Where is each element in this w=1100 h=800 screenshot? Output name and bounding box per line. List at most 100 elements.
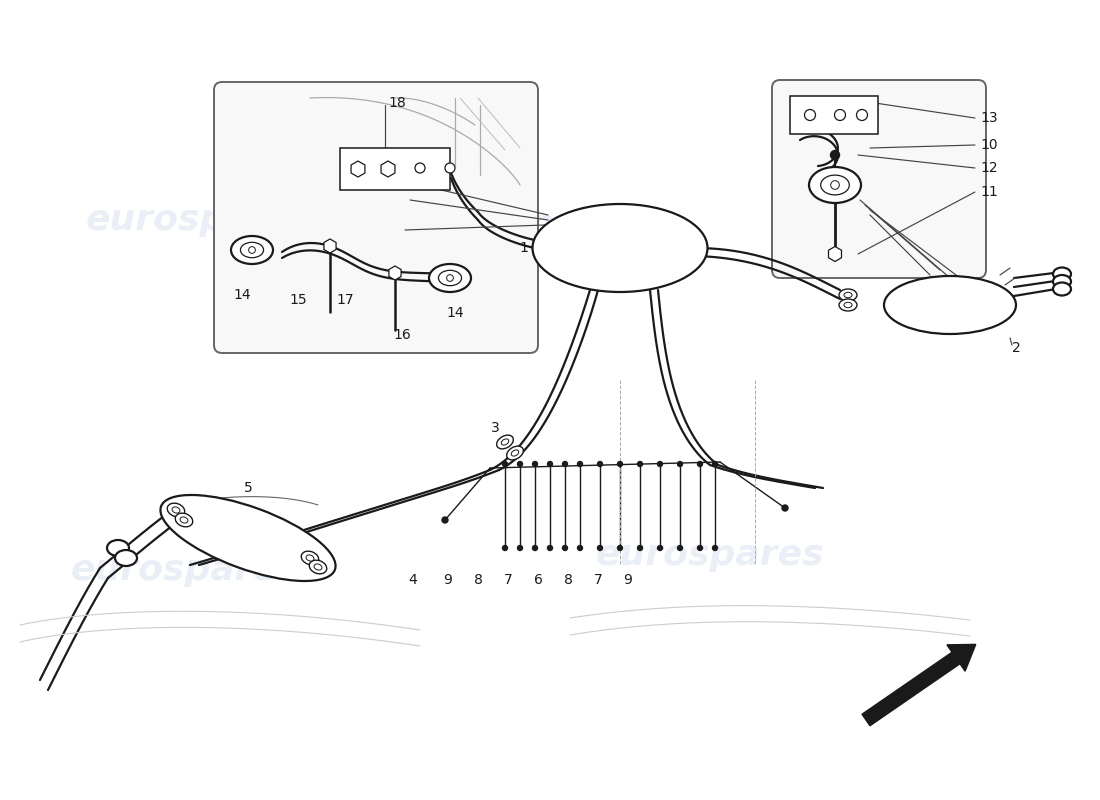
Circle shape	[658, 546, 662, 550]
Circle shape	[532, 546, 538, 550]
Text: 8: 8	[474, 573, 483, 587]
Circle shape	[638, 546, 642, 550]
Ellipse shape	[844, 292, 852, 298]
Circle shape	[804, 110, 815, 121]
Circle shape	[249, 246, 255, 254]
Ellipse shape	[161, 495, 336, 581]
Text: 12: 12	[980, 161, 998, 175]
Circle shape	[678, 462, 682, 466]
Ellipse shape	[107, 540, 129, 556]
Circle shape	[503, 462, 507, 466]
Circle shape	[830, 150, 839, 159]
Circle shape	[617, 462, 623, 466]
Ellipse shape	[839, 299, 857, 311]
Text: 8: 8	[563, 573, 572, 587]
Circle shape	[713, 546, 717, 550]
Ellipse shape	[306, 555, 313, 561]
Circle shape	[578, 462, 583, 466]
Circle shape	[383, 163, 393, 173]
Ellipse shape	[301, 551, 319, 565]
Ellipse shape	[839, 289, 857, 301]
Text: 9: 9	[624, 573, 632, 587]
Text: 18: 18	[388, 96, 406, 110]
Circle shape	[562, 546, 568, 550]
Ellipse shape	[884, 276, 1016, 334]
Circle shape	[353, 163, 363, 173]
Circle shape	[548, 546, 552, 550]
FancyArrow shape	[862, 644, 976, 726]
Ellipse shape	[309, 560, 327, 574]
FancyBboxPatch shape	[772, 80, 986, 278]
Text: eurospares: eurospares	[70, 553, 299, 587]
Ellipse shape	[821, 175, 849, 195]
Text: 1: 1	[519, 241, 528, 255]
Circle shape	[782, 505, 788, 511]
Ellipse shape	[167, 503, 185, 517]
Bar	[790, 96, 878, 134]
Text: 11: 11	[980, 185, 998, 199]
Text: 4: 4	[408, 573, 417, 587]
Ellipse shape	[241, 242, 264, 258]
FancyBboxPatch shape	[214, 82, 538, 353]
Text: 17: 17	[337, 293, 354, 307]
Text: 2: 2	[1012, 341, 1021, 355]
Circle shape	[617, 546, 623, 550]
Ellipse shape	[496, 435, 514, 449]
Ellipse shape	[439, 270, 462, 286]
Text: 5: 5	[243, 481, 252, 495]
Text: 15: 15	[289, 293, 307, 307]
Text: 6: 6	[534, 573, 542, 587]
Circle shape	[658, 462, 662, 466]
Circle shape	[548, 462, 552, 466]
Circle shape	[697, 462, 703, 466]
Text: 16: 16	[393, 328, 411, 342]
Circle shape	[415, 163, 425, 173]
Ellipse shape	[231, 236, 273, 264]
Circle shape	[697, 546, 703, 550]
Ellipse shape	[116, 550, 138, 566]
Circle shape	[517, 462, 522, 466]
Ellipse shape	[512, 450, 519, 456]
Circle shape	[578, 546, 583, 550]
Ellipse shape	[315, 564, 322, 570]
Circle shape	[503, 546, 507, 550]
Circle shape	[830, 181, 839, 190]
Ellipse shape	[1053, 275, 1071, 288]
Text: eurospares: eurospares	[416, 208, 645, 242]
Circle shape	[597, 462, 603, 466]
Ellipse shape	[1053, 282, 1071, 295]
Bar	[340, 148, 450, 190]
Circle shape	[517, 546, 522, 550]
Ellipse shape	[429, 264, 471, 292]
Ellipse shape	[175, 513, 192, 527]
Text: 14: 14	[233, 288, 251, 302]
Ellipse shape	[844, 302, 852, 308]
Text: 14: 14	[447, 306, 464, 320]
Circle shape	[447, 274, 453, 282]
Text: eurospares: eurospares	[86, 203, 315, 237]
Ellipse shape	[502, 439, 509, 445]
Circle shape	[713, 462, 717, 466]
Circle shape	[532, 462, 538, 466]
Circle shape	[597, 546, 603, 550]
Ellipse shape	[180, 517, 188, 523]
Ellipse shape	[1053, 267, 1071, 281]
Text: 13: 13	[980, 111, 998, 125]
Ellipse shape	[172, 507, 180, 513]
Text: eurospares: eurospares	[596, 538, 824, 572]
Circle shape	[562, 462, 568, 466]
Ellipse shape	[507, 446, 524, 460]
Circle shape	[442, 517, 448, 523]
Ellipse shape	[532, 204, 707, 292]
Circle shape	[638, 462, 642, 466]
Text: 10: 10	[980, 138, 998, 152]
Text: 7: 7	[504, 573, 513, 587]
Circle shape	[446, 163, 455, 173]
Circle shape	[678, 546, 682, 550]
Text: 9: 9	[443, 573, 452, 587]
Circle shape	[835, 110, 846, 121]
Ellipse shape	[808, 167, 861, 203]
Text: 7: 7	[594, 573, 603, 587]
Text: 3: 3	[492, 421, 500, 435]
Circle shape	[857, 110, 868, 121]
